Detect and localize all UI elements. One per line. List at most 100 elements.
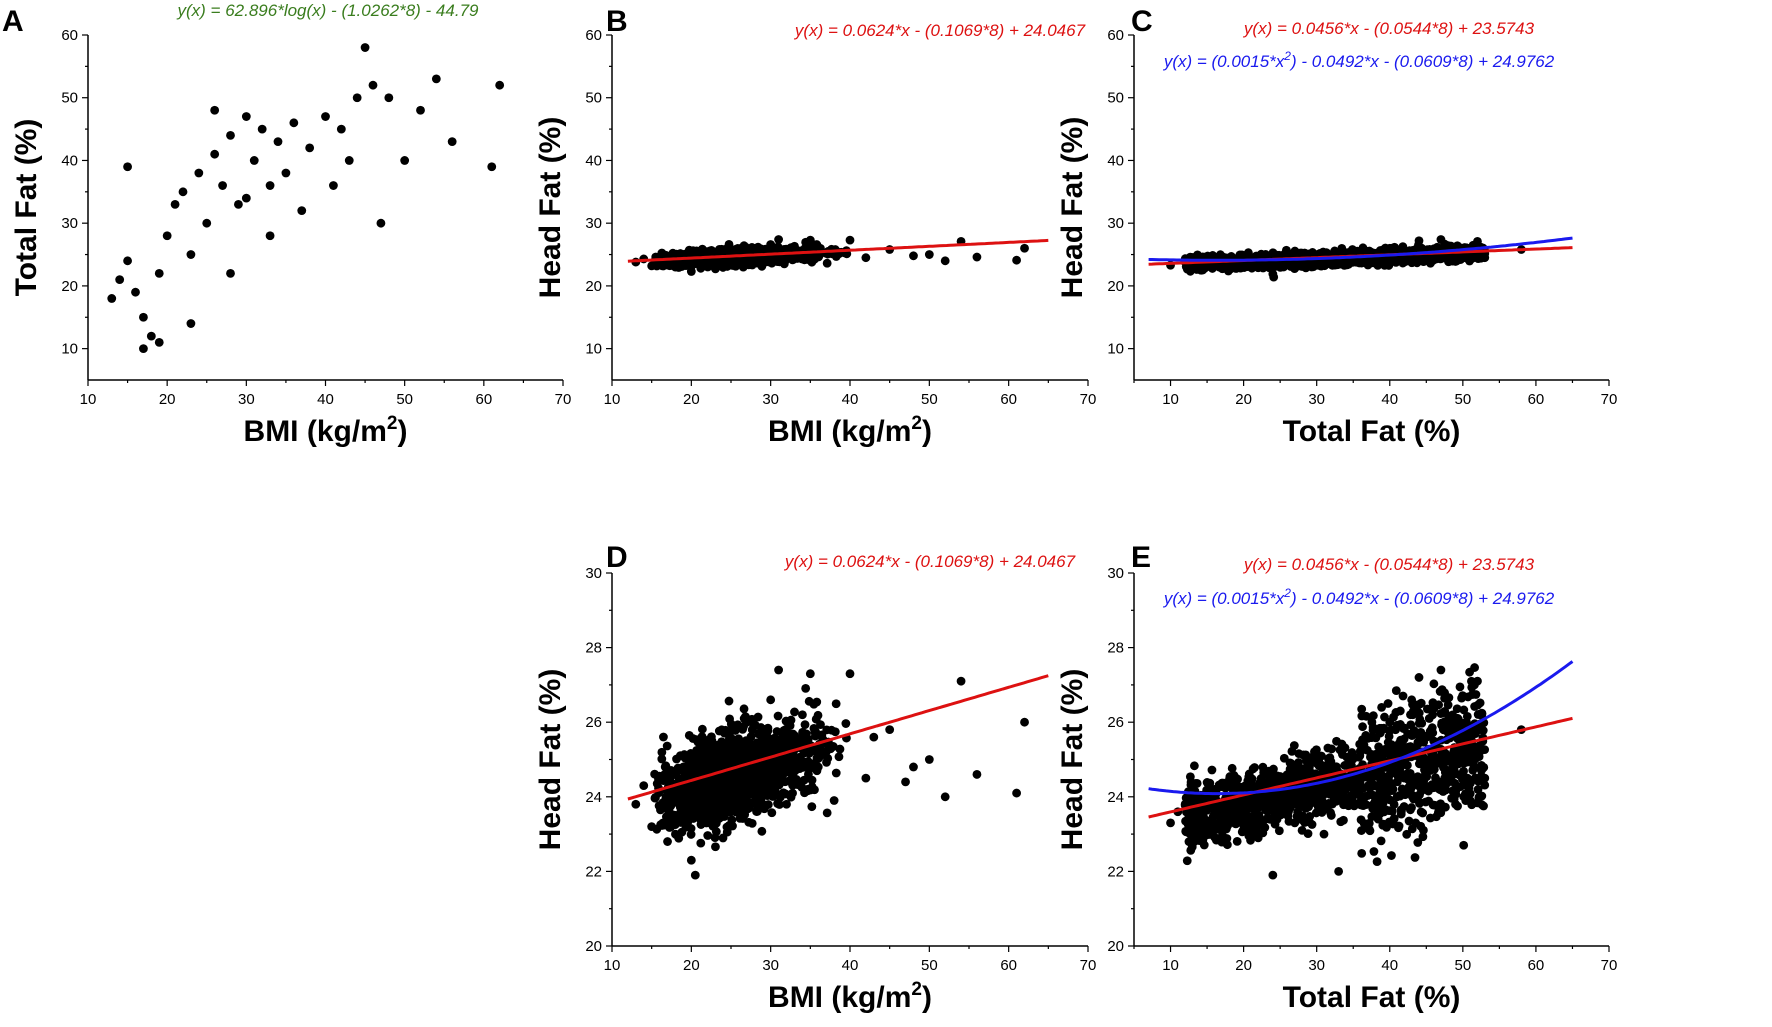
- plot-area: [107, 43, 505, 354]
- data-point: [123, 162, 132, 172]
- x-tick-label: 40: [842, 957, 859, 974]
- fit-equation: y(x) = 0.0624*x - (0.1069*8) + 24.0467: [784, 552, 1076, 571]
- data-point: [162, 231, 172, 241]
- y-axis-title: Total Fat (%): [10, 119, 43, 297]
- data-point: [1253, 263, 1263, 273]
- data-point: [297, 206, 307, 216]
- y-tick-label: 10: [61, 341, 78, 358]
- data-point: [265, 181, 275, 190]
- data-point: [757, 826, 767, 836]
- plot-area: [631, 665, 1029, 880]
- y-tick-label: 30: [1107, 215, 1124, 232]
- data-point: [210, 105, 220, 115]
- data-point: [146, 331, 156, 341]
- data-point: [801, 683, 811, 693]
- x-axis-title: BMI (kg/m2): [244, 413, 408, 448]
- y-tick-label: 22: [585, 863, 602, 880]
- data-point: [416, 105, 425, 115]
- y-tick-label: 50: [1107, 90, 1124, 107]
- panel-letter: B: [606, 5, 628, 38]
- y-tick-label: 26: [585, 714, 602, 731]
- data-point: [1020, 243, 1029, 253]
- data-point: [703, 831, 713, 840]
- y-tick-label: 30: [61, 215, 78, 232]
- panel-letter: D: [606, 541, 628, 574]
- y-tick-label: 10: [1107, 341, 1124, 358]
- data-point: [742, 243, 752, 253]
- x-tick-label: 40: [842, 391, 859, 408]
- data-point: [226, 268, 235, 278]
- data-point: [234, 199, 243, 209]
- data-point: [202, 218, 212, 228]
- data-point: [1370, 257, 1380, 267]
- data-point: [352, 93, 362, 103]
- data-point: [1326, 259, 1336, 269]
- data-point: [766, 240, 776, 249]
- panel-letter: C: [1131, 5, 1153, 38]
- y-tick-label: 40: [61, 152, 78, 169]
- data-point: [1379, 255, 1388, 265]
- data-point: [1385, 243, 1395, 253]
- x-tick-label: 30: [762, 391, 779, 408]
- x-axis-title: BMI (kg/m2): [768, 413, 932, 448]
- y-tick-label: 20: [585, 278, 602, 295]
- data-point: [726, 258, 736, 268]
- x-tick-label: 20: [159, 391, 176, 408]
- data-point: [170, 199, 180, 209]
- fit-equation: y(x) = 0.0624*x - (0.1069*8) + 24.0467: [794, 21, 1086, 40]
- data-point: [226, 130, 235, 140]
- data-point: [805, 235, 815, 245]
- y-tick-label: 30: [585, 565, 602, 582]
- data-point: [139, 312, 148, 322]
- data-point: [336, 124, 346, 134]
- y-tick-label: 28: [585, 640, 602, 657]
- data-point: [218, 181, 227, 190]
- data-point: [384, 93, 394, 103]
- data-point: [909, 251, 918, 261]
- data-point: [186, 250, 196, 259]
- panel-a: 10 20 30 40 50 60 70 10 20 30 40 50 60 A Total Fat (%)…: [2, 1, 571, 448]
- data-point: [289, 118, 299, 128]
- data-point: [273, 137, 283, 147]
- data-point: [725, 714, 734, 724]
- data-point: [131, 287, 140, 297]
- data-point: [718, 263, 728, 272]
- x-tick-label: 50: [921, 391, 938, 408]
- data-point: [657, 747, 667, 757]
- data-point: [344, 156, 354, 165]
- x-tick-label: 30: [238, 391, 255, 408]
- data-point: [718, 247, 728, 257]
- data-point: [265, 231, 275, 241]
- data-point: [154, 268, 164, 278]
- data-point: [702, 260, 712, 269]
- data-point: [750, 255, 760, 264]
- data-point: [1297, 262, 1307, 271]
- x-tick-label: 30: [762, 957, 779, 974]
- y-tick-label: 20: [1107, 278, 1124, 295]
- data-point: [1012, 255, 1021, 265]
- x-axis-title: Total Fat (%): [1283, 415, 1461, 448]
- x-tick-label: 10: [604, 391, 621, 408]
- x-tick-label: 60: [475, 391, 492, 408]
- x-tick-label: 40: [317, 391, 334, 408]
- data-point: [662, 260, 672, 270]
- x-tick-label: 60: [1000, 957, 1017, 974]
- x-tick-label: 40: [1381, 391, 1398, 408]
- x-tick-label: 30: [1308, 391, 1325, 408]
- panel-c: 10 20 30 40 50 60 70 10 20 30 40 50 60 C Head Fat (%) T…: [1056, 5, 1617, 448]
- data-point: [431, 74, 441, 84]
- data-point: [822, 808, 832, 818]
- data-point: [972, 252, 982, 262]
- data-point: [376, 218, 386, 228]
- data-point: [686, 267, 696, 276]
- data-point: [487, 162, 497, 172]
- panel-letter: A: [2, 5, 24, 38]
- data-point: [774, 235, 783, 244]
- data-point: [1436, 235, 1446, 244]
- data-point: [786, 243, 796, 253]
- y-axis-title: Head Fat (%): [534, 669, 567, 851]
- data-point: [662, 741, 672, 751]
- data-point: [822, 258, 832, 268]
- y-tick-label: 60: [585, 27, 602, 44]
